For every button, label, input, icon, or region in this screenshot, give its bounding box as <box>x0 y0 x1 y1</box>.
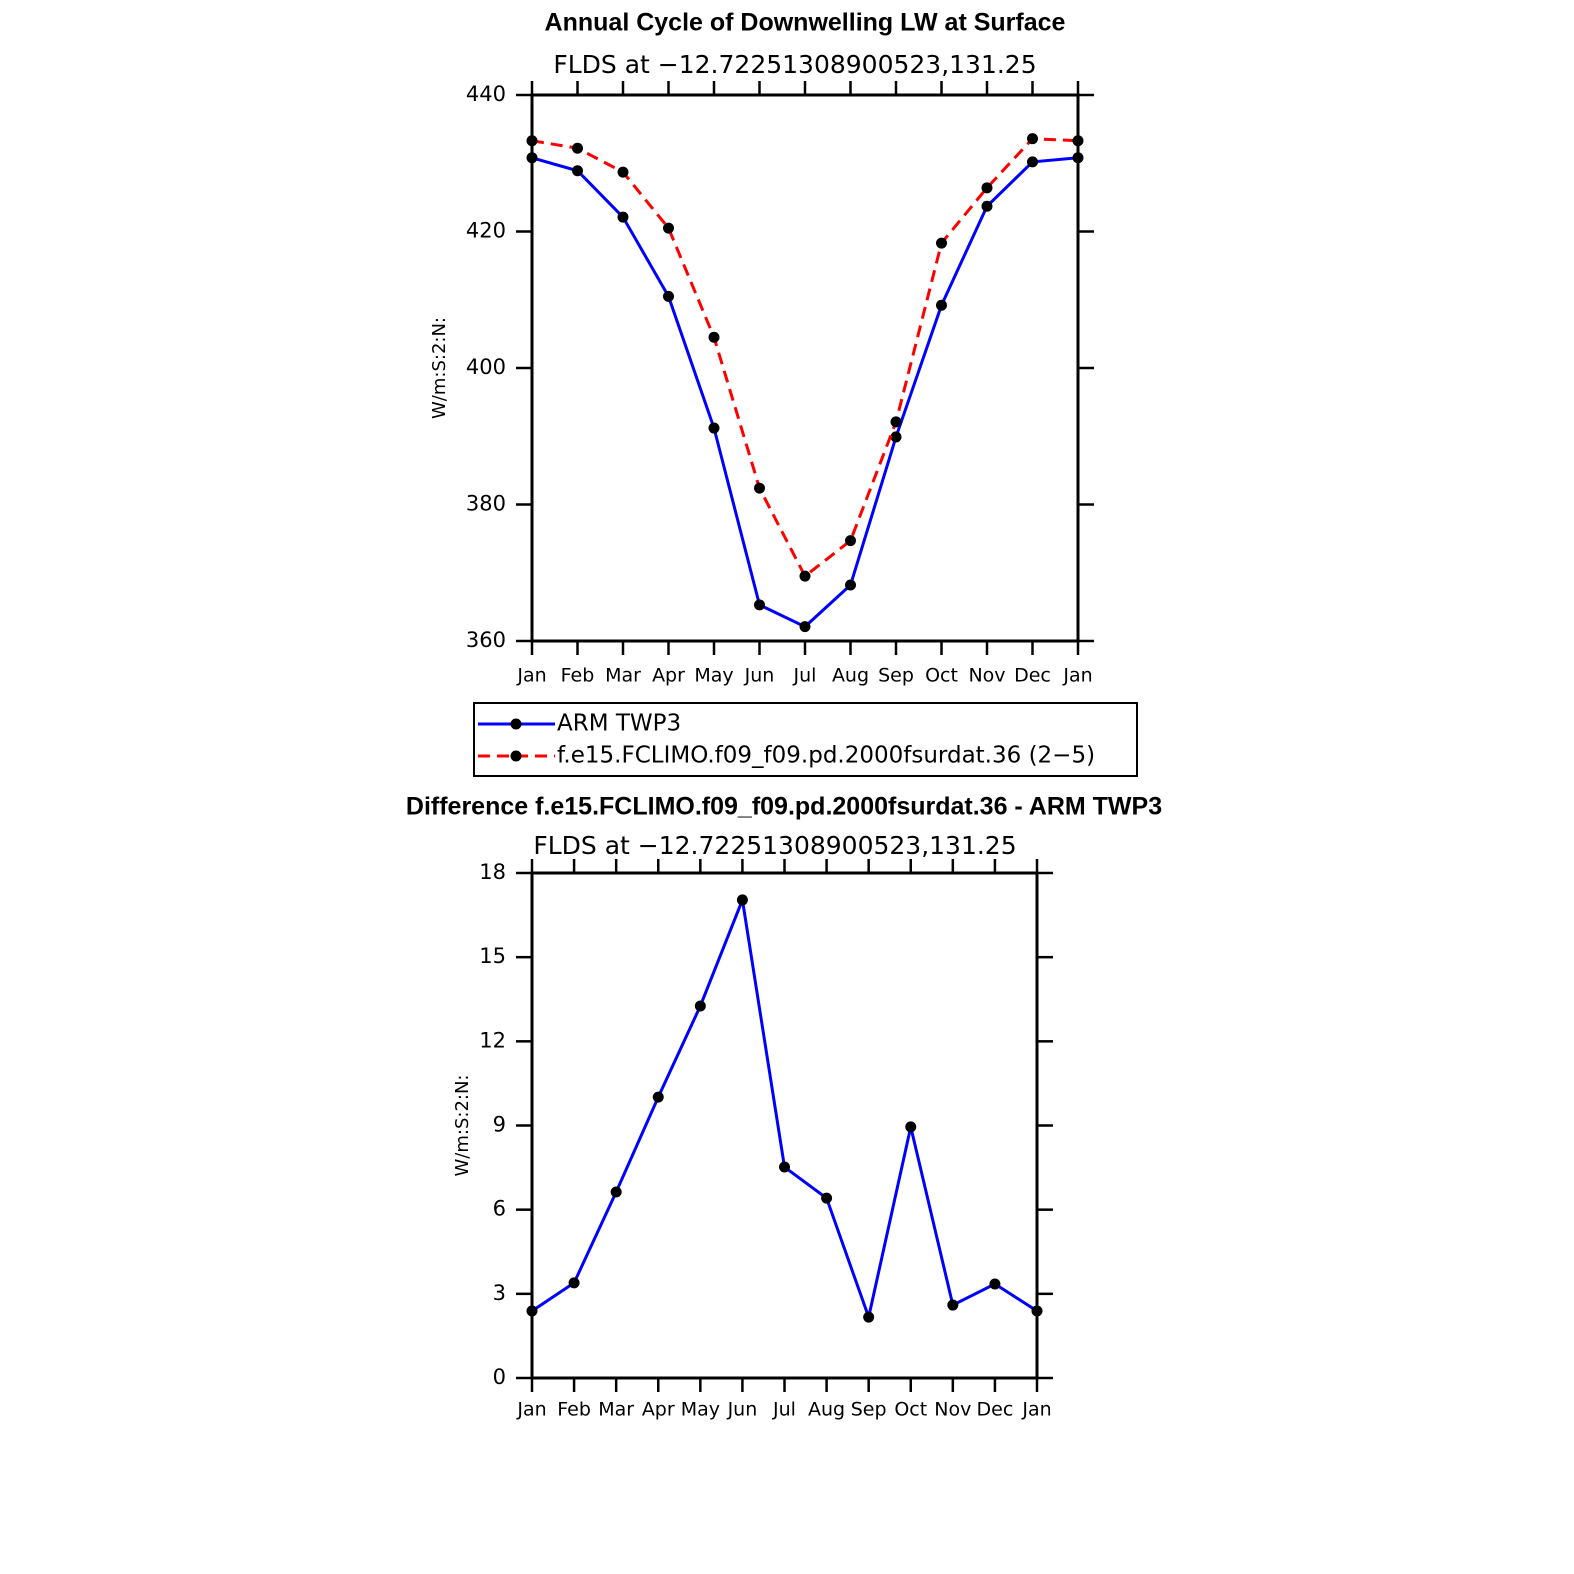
point <box>610 1186 622 1198</box>
point <box>779 1161 790 1173</box>
legend-label: ARM TWP3 <box>557 711 681 737</box>
point <box>568 1277 580 1289</box>
y-tick-label: 18 <box>479 860 506 884</box>
point <box>526 1305 538 1317</box>
x-tick-label: Sep <box>878 665 914 687</box>
y-axis-label: W/m:S:2:N: <box>452 1075 473 1177</box>
series-line <box>531 894 1038 1323</box>
point <box>617 211 629 223</box>
point <box>1031 1305 1043 1317</box>
y-tick-label: 400 <box>466 355 506 379</box>
point <box>989 1278 1001 1290</box>
point <box>845 535 856 547</box>
point <box>821 1192 833 1204</box>
y-tick-label: 380 <box>466 492 506 516</box>
x-tick-label: Jan <box>516 1399 546 1421</box>
y-tick-label: 440 <box>466 82 506 106</box>
y-tick-label: 360 <box>466 628 506 652</box>
point <box>936 237 947 249</box>
chart-subtitle: FLDS at −12.72251308900523,131.25 <box>533 831 1016 860</box>
point <box>708 331 720 343</box>
x-tick-label: Apr <box>642 1399 675 1421</box>
legend-box <box>473 702 1138 777</box>
y-tick-label: 12 <box>479 1028 506 1052</box>
point <box>981 200 993 212</box>
y-tick-label: 9 <box>493 1113 506 1137</box>
legend-marker <box>510 750 522 762</box>
x-tick-label: Dec <box>1014 665 1051 687</box>
x-tick-label: Sep <box>851 1399 887 1421</box>
point <box>694 1000 706 1012</box>
point <box>652 1091 664 1103</box>
series-line <box>531 137 1079 579</box>
x-tick-label: Nov <box>934 1399 971 1421</box>
point <box>572 165 583 177</box>
x-tick-label: Aug <box>808 1399 845 1421</box>
x-tick-label: Mar <box>605 665 641 687</box>
x-tick-label: Feb <box>557 1399 591 1421</box>
x-tick-label: Jul <box>793 665 817 687</box>
x-tick-label: Dec <box>977 1399 1014 1421</box>
point <box>526 152 538 164</box>
point <box>863 1311 875 1323</box>
x-tick-label: May <box>694 665 733 687</box>
point <box>1072 135 1084 147</box>
point <box>799 621 811 633</box>
x-tick-label: Jun <box>744 665 775 687</box>
y-tick-label: 6 <box>493 1197 506 1221</box>
x-tick-label: Oct <box>894 1399 927 1421</box>
point <box>1027 133 1038 145</box>
x-tick-label: Jun <box>727 1399 758 1421</box>
point <box>572 142 583 154</box>
point <box>754 599 765 611</box>
point <box>526 135 538 147</box>
point <box>736 894 748 906</box>
point <box>981 182 993 194</box>
x-tick-label: Jul <box>772 1399 796 1421</box>
point <box>890 416 902 428</box>
point <box>845 579 856 591</box>
y-tick-label: 0 <box>493 1365 506 1389</box>
y-tick-label: 15 <box>479 944 506 968</box>
series-line <box>531 156 1079 629</box>
point <box>890 431 902 443</box>
x-tick-label: Feb <box>561 665 595 687</box>
x-tick-label: Jan <box>1062 665 1092 687</box>
point <box>663 222 674 234</box>
legend-label: f.e15.FCLIMO.f09_f09.pd.2000fsurdat.36 (… <box>557 743 1095 769</box>
x-tick-label: Apr <box>652 665 685 687</box>
y-axis-label: W/m:S:2:N: <box>429 317 450 419</box>
point <box>663 290 674 302</box>
point <box>617 166 629 178</box>
point <box>1027 156 1038 168</box>
chart-subtitle: FLDS at −12.72251308900523,131.25 <box>553 50 1036 79</box>
point <box>905 1121 917 1133</box>
x-tick-label: Jan <box>1021 1399 1051 1421</box>
x-tick-label: Jan <box>516 665 546 687</box>
point <box>754 482 765 494</box>
x-tick-label: Mar <box>598 1399 634 1421</box>
legend-marker <box>510 718 522 730</box>
x-tick-label: Oct <box>925 665 958 687</box>
x-tick-label: May <box>681 1399 720 1421</box>
chart-title: Annual Cycle of Downwelling LW at Surfac… <box>545 9 1066 37</box>
y-tick-label: 420 <box>466 219 506 243</box>
point <box>936 299 947 311</box>
x-tick-label: Aug <box>832 665 869 687</box>
point <box>1072 152 1084 164</box>
point <box>708 422 720 434</box>
point <box>947 1299 959 1311</box>
y-tick-label: 3 <box>493 1281 506 1305</box>
x-tick-label: Nov <box>968 665 1005 687</box>
point <box>799 570 811 582</box>
chart-title: Difference f.e15.FCLIMO.f09_f09.pd.2000f… <box>406 793 1162 821</box>
